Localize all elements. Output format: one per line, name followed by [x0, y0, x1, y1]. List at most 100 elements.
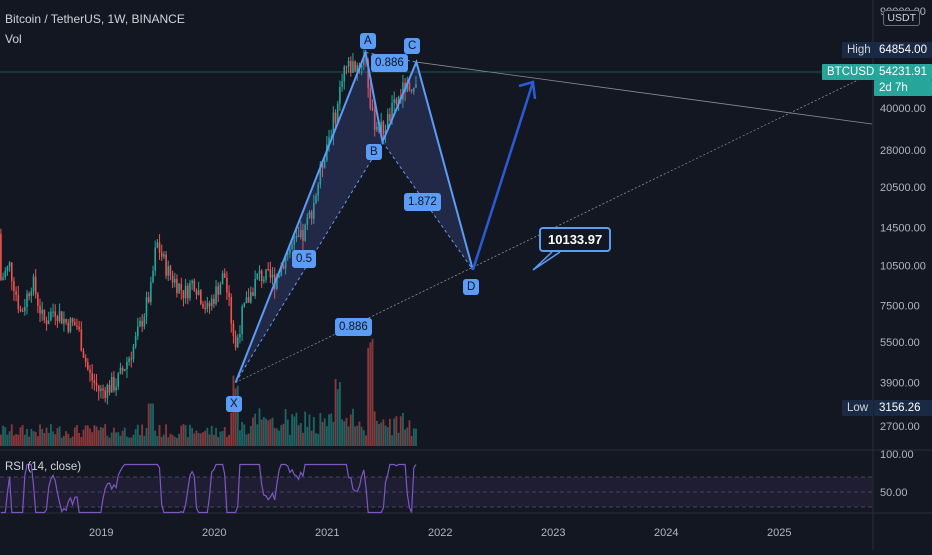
candle-body: [19, 308, 22, 311]
volume-bar: [141, 424, 144, 446]
rsi-label: RSI (14, close): [5, 461, 82, 473]
volume-bar: [202, 432, 204, 446]
volume-bar: [317, 433, 320, 446]
candle-body: [304, 224, 306, 241]
volume-bar: [123, 427, 126, 446]
candle-body: [276, 276, 278, 289]
candle-body: [50, 311, 52, 321]
candle-body: [158, 242, 161, 253]
volume-bar: [404, 429, 406, 446]
candle-body: [93, 380, 96, 383]
candle-body: [267, 269, 269, 271]
candle-body: [56, 316, 59, 322]
low-value: 3156.26: [874, 400, 932, 416]
volume-bar: [380, 422, 383, 446]
candle-body: [95, 382, 98, 386]
candle-body: [139, 320, 141, 327]
candle-body: [282, 265, 285, 269]
candlesticks: [0, 49, 417, 405]
candle-body: [354, 61, 356, 72]
ratio-ac-label: 0.886: [371, 54, 408, 72]
low-label: Low: [842, 400, 874, 416]
candle-body: [167, 266, 170, 276]
volume-bar: [354, 426, 357, 446]
volume-bar: [71, 436, 74, 446]
high-value: 64854.00: [874, 42, 932, 58]
volume-bar: [323, 418, 326, 446]
volume-bar: [41, 429, 44, 446]
candle-body: [243, 303, 246, 307]
candle-body: [410, 89, 413, 92]
candle-body: [345, 66, 348, 68]
candle-body: [71, 318, 74, 323]
volume-bar: [199, 433, 202, 446]
volume-bar: [271, 417, 274, 446]
candle-body: [356, 65, 359, 72]
volume-bar: [58, 426, 61, 446]
candle-body: [223, 273, 226, 278]
candle-body: [145, 297, 148, 317]
candle-body: [347, 60, 350, 67]
candle-body: [321, 164, 324, 168]
candle-body: [102, 388, 104, 391]
candle-body: [43, 309, 46, 321]
candle-body: [360, 65, 363, 68]
candle-body: [137, 326, 139, 337]
candle-body: [45, 320, 48, 325]
volume-bar: [399, 416, 402, 446]
volume-bar: [358, 421, 361, 446]
volume-bar: [191, 428, 194, 446]
candle-body: [310, 211, 313, 219]
volume-bar: [397, 432, 400, 446]
candle-body: [336, 103, 339, 124]
volume-bar: [17, 434, 20, 446]
candle-body: [26, 293, 28, 307]
candle-body: [202, 303, 204, 309]
candle-body: [367, 60, 369, 89]
candle-body: [17, 294, 20, 309]
candle-body: [371, 107, 374, 110]
candle-body: [265, 269, 267, 280]
volume-bar: [365, 435, 367, 446]
time-tick-label: 2025: [767, 527, 791, 539]
candle-body: [200, 290, 202, 304]
candle-body: [6, 266, 9, 272]
candle-body: [297, 235, 300, 238]
volume-bar: [278, 430, 280, 446]
volume-bar: [156, 436, 159, 446]
candle-body: [191, 280, 193, 284]
symbol-tag: BTCUSDT: [822, 64, 887, 80]
volume-bar: [108, 437, 111, 446]
candle-body: [323, 160, 326, 168]
volume-bar: [360, 426, 363, 446]
candle-body: [258, 270, 261, 274]
volume-bar: [254, 413, 257, 446]
candle-body: [60, 311, 63, 324]
currency-button[interactable]: USDT: [883, 10, 920, 26]
candle-body: [284, 254, 287, 269]
volume-bar: [349, 414, 352, 446]
projection-arrow-head: [518, 80, 537, 100]
candle-body: [73, 322, 76, 326]
candle-body: [193, 280, 196, 291]
volume-bar: [408, 420, 411, 446]
candle-body: [182, 290, 185, 299]
volume-bar: [402, 412, 404, 446]
volume-bar: [178, 433, 180, 446]
volume-bar: [197, 433, 200, 446]
volume-bar: [286, 419, 289, 446]
volume-bar: [182, 424, 185, 446]
candle-body: [269, 269, 272, 278]
candle-body: [230, 297, 233, 324]
harmonic-pattern: [0, 48, 873, 383]
volume-bar: [8, 431, 11, 446]
rsi-tick-100: 100.00: [880, 449, 914, 461]
price-tick-label: 20500.00: [880, 182, 926, 194]
volume-bar: [173, 436, 176, 446]
candle-body: [239, 334, 241, 338]
volume-bar: [291, 414, 293, 446]
volume-bar: [215, 427, 217, 446]
volume-bar: [310, 430, 313, 446]
